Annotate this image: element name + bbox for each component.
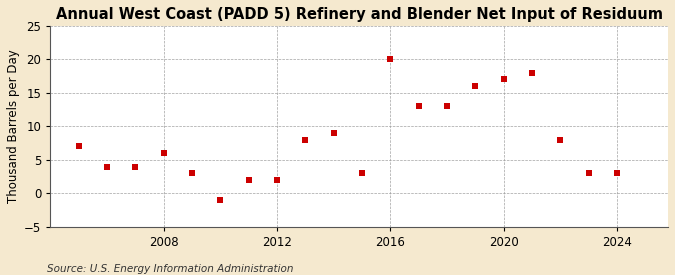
Text: Source: U.S. Energy Information Administration: Source: U.S. Energy Information Administ… xyxy=(47,264,294,274)
Point xyxy=(130,164,141,169)
Point xyxy=(356,171,367,175)
Point xyxy=(328,131,339,135)
Point xyxy=(159,151,169,155)
Point xyxy=(271,178,282,182)
Y-axis label: Thousand Barrels per Day: Thousand Barrels per Day xyxy=(7,50,20,203)
Point xyxy=(243,178,254,182)
Point xyxy=(526,71,537,75)
Point xyxy=(74,144,84,148)
Point xyxy=(612,171,622,175)
Point xyxy=(470,84,481,88)
Point xyxy=(413,104,424,108)
Point xyxy=(102,164,113,169)
Title: Annual West Coast (PADD 5) Refinery and Blender Net Input of Residuum: Annual West Coast (PADD 5) Refinery and … xyxy=(56,7,663,22)
Point xyxy=(555,138,566,142)
Point xyxy=(215,198,226,202)
Point xyxy=(385,57,396,62)
Point xyxy=(187,171,198,175)
Point xyxy=(300,138,310,142)
Point xyxy=(441,104,452,108)
Point xyxy=(498,77,509,82)
Point xyxy=(583,171,594,175)
